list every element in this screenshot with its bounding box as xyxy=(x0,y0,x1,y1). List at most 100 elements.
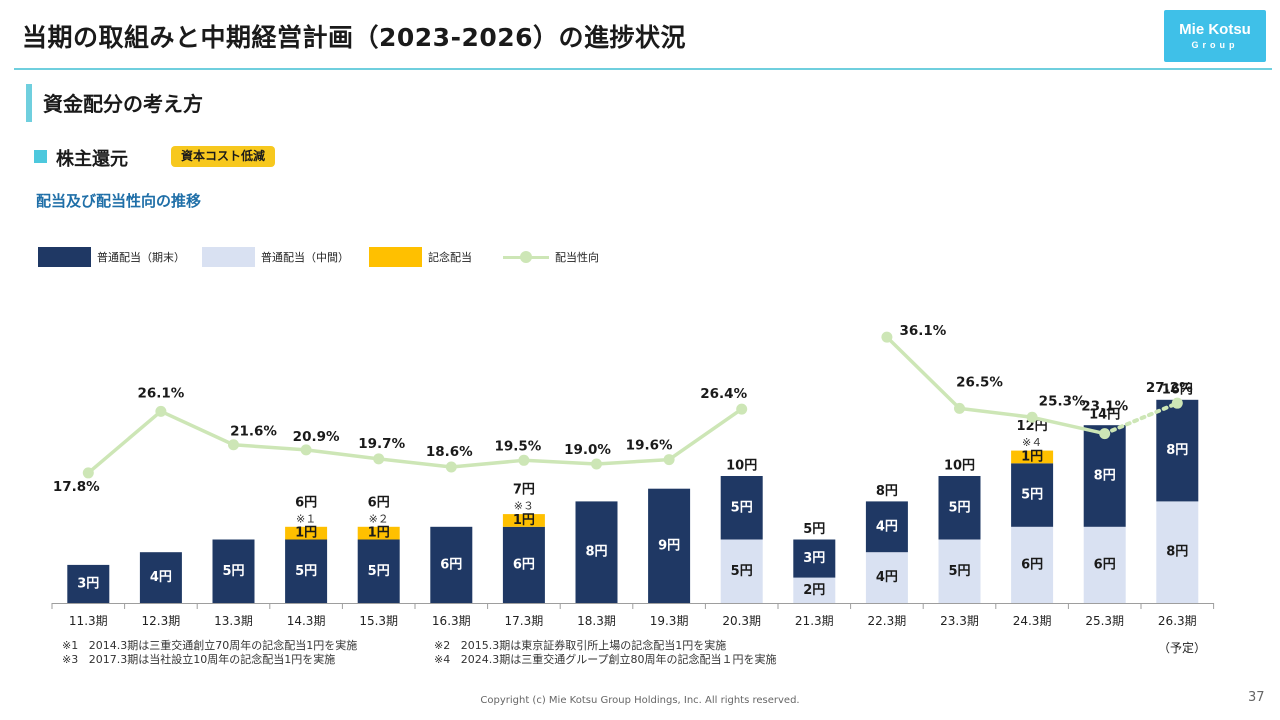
payout-label: 27.2% xyxy=(1146,380,1193,396)
bar-label-commemorative: 1円 xyxy=(368,526,390,541)
section-accent-bar xyxy=(26,84,32,122)
bar-interim xyxy=(720,539,763,603)
payout-point xyxy=(954,402,965,414)
bar-final xyxy=(865,501,908,553)
payout-point xyxy=(1099,428,1111,440)
bar-label-final: 5円 xyxy=(948,500,970,515)
bar-commemorative xyxy=(502,514,545,527)
bar-total-label: 5円 xyxy=(803,522,825,537)
bar-final xyxy=(1083,425,1126,527)
payout-point xyxy=(445,461,457,473)
bar-label-interim: 6円 xyxy=(1021,557,1043,572)
bar-label-final: 5円 xyxy=(731,500,753,515)
payout-label: 23.1% xyxy=(1081,399,1128,415)
x-tick-label: 19.3期 xyxy=(650,614,689,628)
bar-commemorative xyxy=(357,526,400,540)
bar-label-final: 4円 xyxy=(876,519,898,534)
legend-swatch-commemorative xyxy=(369,247,422,267)
payout-label: 26.5% xyxy=(956,374,1003,390)
payout-label: 18.6% xyxy=(426,444,473,460)
footnote-mark: ※２ xyxy=(369,512,389,525)
payout-point xyxy=(82,467,94,479)
legend-label-final: 普通配当（期末） xyxy=(97,251,185,264)
payout-line-forecast xyxy=(1102,401,1180,436)
bar-final xyxy=(430,526,473,603)
bar-total-label: 7円 xyxy=(513,483,535,498)
bar-commemorative xyxy=(1011,450,1054,464)
bar-final xyxy=(648,488,691,603)
chart-title: 配当及び配当性向の推移 xyxy=(36,192,202,210)
bar-final xyxy=(502,526,545,603)
bar-interim xyxy=(1156,501,1199,603)
x-tick-label: 22.3期 xyxy=(868,614,907,628)
footnote-2: ※2 2015.3期は東京証券取引所上場の記念配当1円を実施 xyxy=(434,639,726,653)
bar-interim xyxy=(938,539,981,603)
payout-point xyxy=(1026,411,1038,423)
payout-label: 26.4% xyxy=(700,386,747,402)
section-title: 資金配分の考え方 xyxy=(43,92,203,116)
bar-final xyxy=(720,476,763,540)
bar-final xyxy=(575,501,618,603)
footnote-4-mark: ※4 xyxy=(434,653,451,666)
logo-line2: Group xyxy=(1191,40,1239,50)
bar-interim xyxy=(865,552,908,603)
legend-label-payout: 配当性向 xyxy=(555,251,599,264)
footnote-3-mark: ※3 xyxy=(62,653,79,666)
x-tick-label: 13.3期 xyxy=(214,614,253,628)
bar-interim xyxy=(793,577,836,603)
legend-label-commemorative: 記念配当 xyxy=(428,251,472,264)
x-tick-label: 24.3期 xyxy=(1013,614,1052,628)
bar-label-final: 3円 xyxy=(803,551,825,566)
footnote-mark: ※４ xyxy=(1022,436,1042,449)
bar-label-commemorative: 1円 xyxy=(295,526,317,541)
footnote-2-text: 2015.3期は東京証券取引所上場の記念配当1円を実施 xyxy=(460,639,727,652)
bar-label-final: 4円 xyxy=(150,570,172,585)
bar-total-label: 6円 xyxy=(368,495,390,510)
bar-total-label: 14円 xyxy=(1089,408,1120,423)
bar-final xyxy=(1156,399,1199,502)
bar-interim xyxy=(1011,526,1054,603)
payout-label: 19.0% xyxy=(564,442,611,458)
payout-point xyxy=(300,444,312,456)
bar-total-label: 12円 xyxy=(1017,419,1048,434)
bar-final xyxy=(139,552,182,603)
bar-label-final: 5円 xyxy=(295,564,317,579)
logo-line1: Mie Kotsu xyxy=(1179,21,1251,38)
bar-label-final: 8円 xyxy=(1094,469,1116,484)
payout-point xyxy=(1171,397,1183,409)
bar-label-final: 8円 xyxy=(1166,443,1188,458)
bar-final xyxy=(938,476,981,540)
footnote-1-text: 2014.3期は三重交通創立70周年の記念配当1円を実施 xyxy=(88,639,358,652)
payout-line xyxy=(87,407,743,475)
bar-label-interim: 2円 xyxy=(803,583,825,598)
payout-label: 19.6% xyxy=(626,438,673,454)
bar-final xyxy=(1011,463,1054,527)
bar-total-label: 10円 xyxy=(944,459,975,474)
bar-final xyxy=(212,539,255,603)
legend-swatch-interim xyxy=(202,247,255,267)
legend-label-interim: 普通配当（中間） xyxy=(261,251,349,264)
bar-final xyxy=(793,539,836,578)
legend-item-payout: 配当性向 xyxy=(503,247,599,267)
legend-line-payout xyxy=(503,247,549,267)
payout-point xyxy=(373,453,385,465)
x-tick-label: 11.3期 xyxy=(69,614,108,628)
bar-total-label: 6円 xyxy=(295,495,317,510)
x-tick-label: 21.3期 xyxy=(795,614,834,628)
bar-label-final: 3円 xyxy=(77,576,99,591)
x-tick-label: 12.3期 xyxy=(142,614,181,628)
x-tick-label: 23.3期 xyxy=(940,614,979,628)
page-title: 当期の取組みと中期経営計画（2023-2026）の進捗状況 xyxy=(22,23,687,52)
payout-label: 36.1% xyxy=(899,323,946,339)
bar-label-final: 5円 xyxy=(368,564,390,579)
footnote-2-mark: ※2 xyxy=(434,639,451,652)
bar-label-interim: 8円 xyxy=(1166,545,1188,560)
bar-final xyxy=(357,539,400,603)
legend-item-commemorative: 記念配当 xyxy=(369,247,472,267)
footnote-3: ※3 2017.3期は当社設立10周年の記念配当1円を実施 xyxy=(62,653,335,667)
bar-final xyxy=(285,539,328,603)
payout-point xyxy=(228,439,239,451)
x-tick-label: 26.3期 xyxy=(1158,614,1197,628)
bar-label-final: 9円 xyxy=(658,538,680,553)
